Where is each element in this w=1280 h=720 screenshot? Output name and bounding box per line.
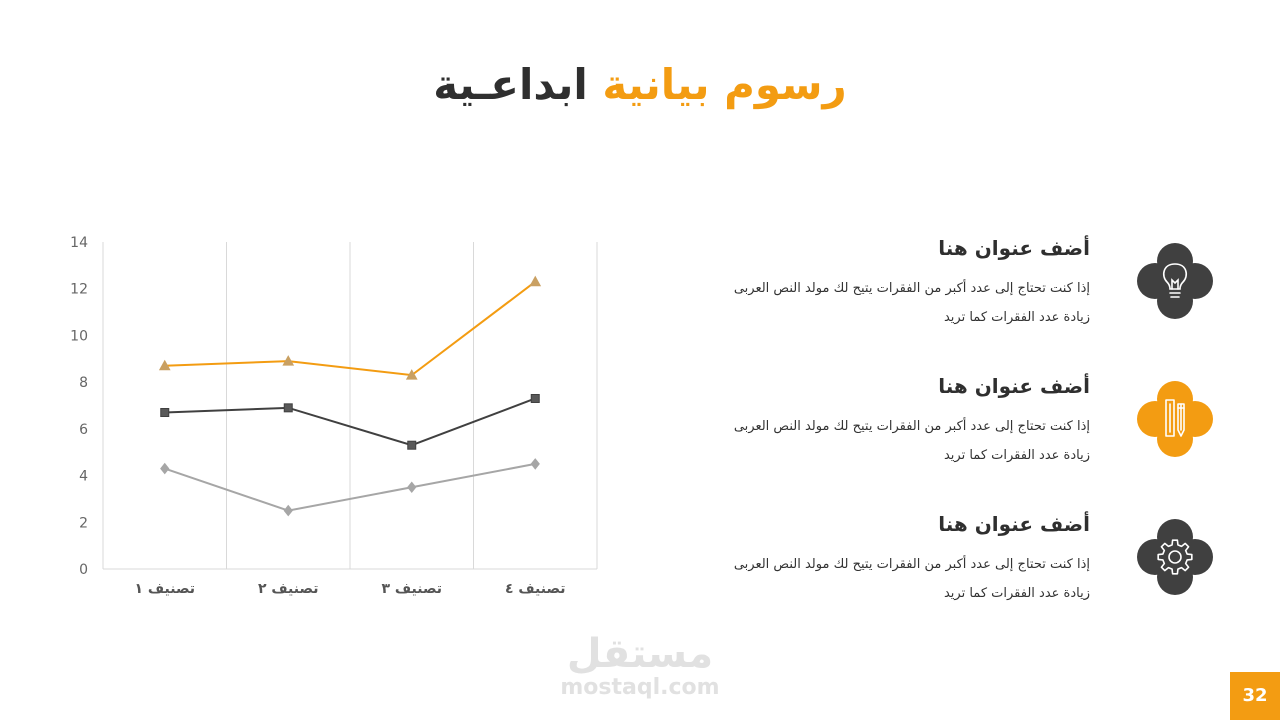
feature-description-line: زيادة عدد الفقرات كما تريد [943,448,1090,463]
data-point [407,440,417,450]
feature-description-line: زيادة عدد الفقرات كما تريد [943,586,1090,601]
lightbulb-icon [1137,243,1213,319]
y-tick-label: 4 [79,469,88,485]
data-point [160,408,170,418]
watermark-latin: mostaql.com [560,675,720,700]
data-point [158,359,171,371]
feature-title: أضف عنوان هنا [938,512,1090,536]
data-point [283,403,293,413]
y-tick-label: 0 [79,562,88,578]
x-tick-label: تصنيف ٢ [258,581,319,597]
title-orange-part: رسوم بيانية [602,60,847,109]
slide-title: رسوم بيانية ابداعـية [0,55,1280,115]
y-tick-label: 12 [70,282,88,298]
feature-description-line: إذا كنت تحتاج إلى عدد أكبر من الفقرات يت… [733,557,1090,572]
feature-description: إذا كنت تحتاج إلى عدد أكبر من الفقرات يت… [650,550,1090,608]
feature-description-line: إذا كنت تحتاج إلى عدد أكبر من الفقرات يت… [733,419,1090,434]
data-point [160,462,170,475]
grid-lines [102,242,598,570]
data-point [282,355,295,366]
y-tick-label: 14 [70,235,88,251]
y-tick-label: 2 [79,515,88,531]
page-number: 32 [1230,672,1280,720]
ruler-pencil-icon [1137,381,1213,457]
x-tick-label: تصنيف ٣ [381,581,442,597]
feature-description-line: زيادة عدد الفقرات كما تريد [943,310,1090,325]
y-axis-ticks: 0 2 4 6 8 10 12 14 [70,235,88,578]
data-point [405,369,418,380]
series-line [164,397,536,447]
feature-description: إذا كنت تحتاج إلى عدد أكبر من الفقرات يت… [650,274,1090,332]
watermark-arabic: مستقل [566,631,714,677]
line-chart: 0 2 4 6 8 10 12 14 تصنيف ١ تصنيف ٢ تصنيف ٣ تصنيف ٤ [70,235,598,597]
x-tick-label: تصنيف ٤ [505,581,566,597]
data-point [283,504,293,517]
feature-item: أضف عنوان هنا إذا كنت تحتاج إلى عدد أكبر… [640,374,1220,484]
feature-description-line: إذا كنت تحتاج إلى عدد أكبر من الفقرات يت… [733,281,1090,296]
data-point [529,275,542,287]
x-tick-label: تصنيف ١ [134,581,195,597]
data-point [407,481,417,494]
watermark: مستقل mostaql.com [540,632,740,700]
gear-icon [1137,519,1213,595]
y-tick-label: 10 [70,328,88,344]
x-axis-ticks: تصنيف ١ تصنيف ٢ تصنيف ٣ تصنيف ٤ [134,581,565,597]
y-tick-label: 6 [79,422,88,438]
data-point [530,393,540,403]
feature-item: أضف عنوان هنا إذا كنت تحتاج إلى عدد أكبر… [640,512,1220,622]
series-line [164,462,536,512]
series-lines [158,275,542,517]
feature-title: أضف عنوان هنا [938,374,1090,398]
feature-item: أضف عنوان هنا إذا كنت تحتاج إلى عدد أكبر… [640,236,1220,346]
feature-description: إذا كنت تحتاج إلى عدد أكبر من الفقرات يت… [650,412,1090,470]
series-line [164,280,536,377]
y-tick-label: 8 [79,375,88,391]
feature-title: أضف عنوان هنا [938,236,1090,260]
title-dark-part: ابداعـية [433,60,588,109]
data-point [530,458,540,470]
